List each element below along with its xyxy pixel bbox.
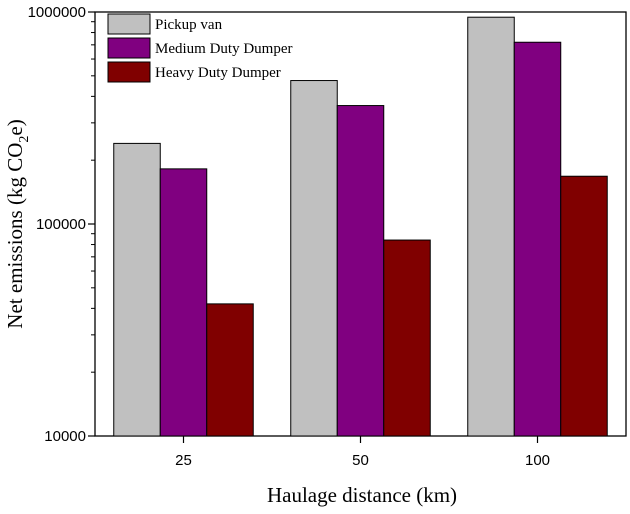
y-tick-label: 10000 [44,428,86,445]
bar-heavy-duty-dumper-100 [560,175,608,437]
bar-heavy-duty-dumper-50 [383,239,431,437]
y-axis-title-subscript: 2 [17,136,32,143]
bar-pickup-van-100 [467,16,515,437]
y-tick-label: 1000000 [28,4,86,21]
y-axis-title-suffix: e) [3,119,27,135]
legend-swatch [107,37,151,59]
y-tick-label: 100000 [36,216,86,233]
x-tick-label: 100 [525,452,550,469]
bar-pickup-van-50 [290,80,338,437]
y-axis-title-main: Net emissions (kg CO [3,143,27,329]
legend-label: Heavy Duty Dumper [155,65,281,81]
x-tick-label: 50 [352,452,369,469]
x-axis: 25 50 100 [175,436,550,469]
bar-pickup-van-25 [113,142,161,437]
x-tick-label: 25 [175,452,192,469]
legend: Pickup van Medium Duty Dumper Heavy Duty D… [107,13,292,83]
bar-medium-duty-dumper-25 [159,168,208,437]
legend-swatch [107,61,151,83]
bar-medium-duty-dumper-100 [513,41,562,437]
legend-label: Pickup van [155,17,223,33]
y-axis-title: Net emissions (kg CO2e) [3,119,32,328]
y-axis: 10000 100000 1000000 [28,4,95,445]
legend-swatch [107,13,151,35]
legend-label: Medium Duty Dumper [155,41,292,57]
x-axis-title: Haulage distance (km) [267,483,457,507]
bar-medium-duty-dumper-50 [336,105,385,437]
bar-heavy-duty-dumper-25 [206,303,254,437]
